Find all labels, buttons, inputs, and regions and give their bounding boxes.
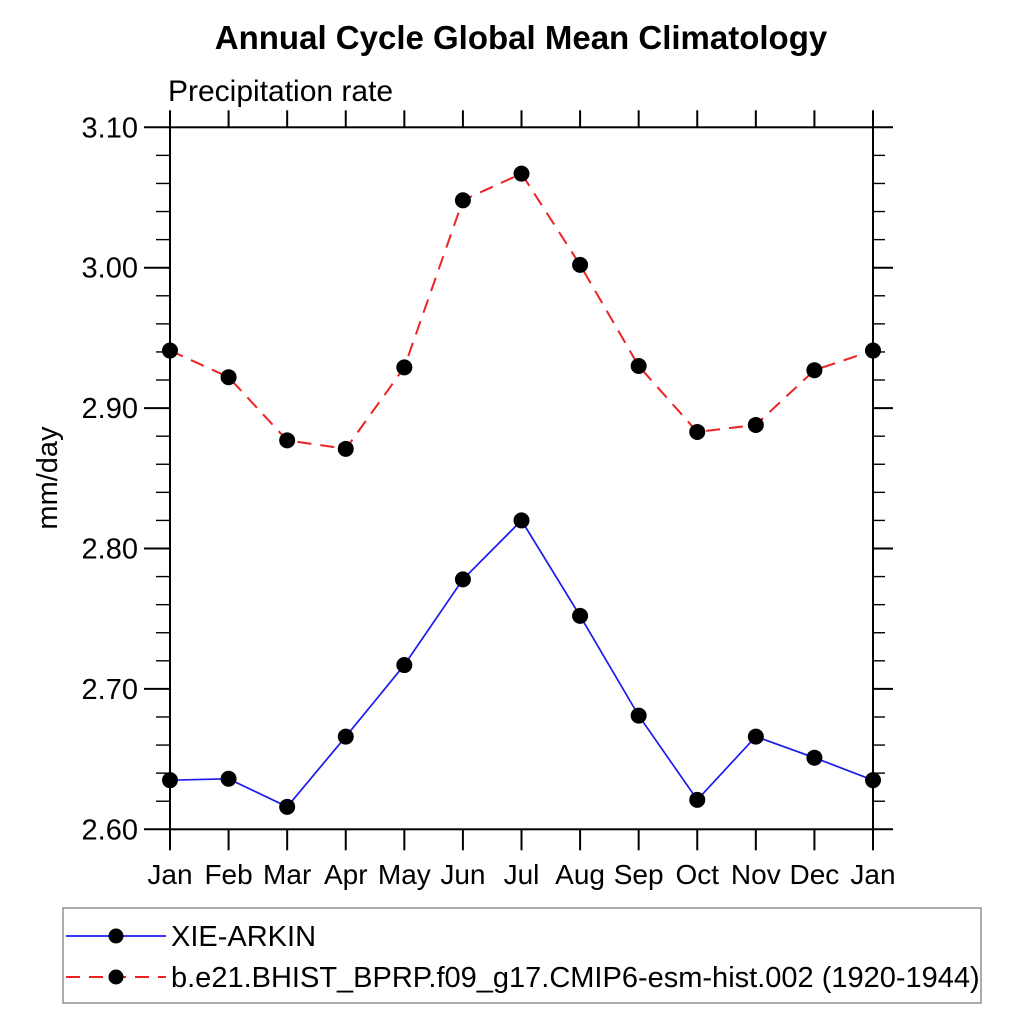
data-point-marker (513, 512, 530, 529)
data-point-marker (806, 362, 823, 379)
data-point-marker (572, 607, 589, 624)
data-point-marker (513, 165, 530, 182)
x-tick-label: Aug (555, 859, 605, 890)
data-point-marker (806, 749, 823, 766)
legend-box (62, 907, 982, 1004)
legend: XIE-ARKIN b.e21.BHIST_BPRP.f09_g17.CMIP6-… (62, 907, 982, 1004)
x-tick-label: Feb (204, 859, 252, 890)
data-point-marker (630, 357, 647, 374)
data-point-marker (865, 772, 881, 789)
y-tick-label: 2.60 (82, 814, 138, 846)
data-point-marker (396, 359, 413, 376)
data-point-marker (220, 770, 237, 787)
data-point-marker (865, 342, 881, 359)
data-point-marker (630, 707, 647, 724)
x-tick-label: Nov (731, 859, 781, 890)
y-tick-label: 2.90 (82, 393, 138, 425)
plot-area: 2.60 2.70 2.80 2.90 3.00 3.10 Jan Feb Mar Apr May J… (82, 110, 896, 890)
y-tick-label: 2.70 (82, 674, 138, 706)
x-tick-label: Dec (790, 859, 840, 890)
data-point-marker (162, 342, 178, 359)
x-tick-label: Mar (263, 859, 311, 890)
chart-subtitle: Precipitation rate (168, 75, 393, 108)
data-point-marker (396, 657, 413, 674)
legend-label: XIE-ARKIN (171, 921, 316, 953)
x-tick-label: Apr (324, 859, 368, 890)
data-point-marker (162, 772, 178, 789)
data-point-marker (747, 728, 764, 745)
x-tick-label: Jun (440, 859, 485, 890)
data-point-marker (454, 192, 471, 209)
data-point-marker (689, 791, 706, 808)
x-tick-label: Sep (614, 859, 664, 890)
x-tick-label: May (378, 859, 431, 890)
plot-frame (169, 126, 874, 831)
data-point-marker (337, 728, 354, 745)
data-point-marker (337, 440, 354, 457)
data-point-marker (279, 798, 296, 815)
y-tick-label: 3.10 (82, 112, 138, 144)
y-axis-label: mm/day (32, 426, 64, 530)
data-point-marker (747, 416, 764, 433)
data-point-marker (279, 432, 296, 449)
data-point-marker (220, 369, 237, 386)
data-point-marker (689, 423, 706, 440)
y-tick-label: 3.00 (82, 253, 138, 285)
data-point-marker (572, 256, 589, 273)
chart-title: Annual Cycle Global Mean Climatology (215, 19, 828, 56)
x-tick-label: Jan (147, 859, 192, 890)
legend-label: b.e21.BHIST_BPRP.f09_g17.CMIP6-esm-hist.… (171, 962, 980, 994)
series-line-0 (169, 519, 874, 808)
legend-marker (108, 928, 124, 944)
series-line-1 (169, 172, 874, 450)
y-tick-label: 2.80 (82, 534, 138, 566)
data-point-marker (454, 571, 471, 588)
x-tick-label: Jan (850, 859, 895, 890)
x-tick-label: Oct (675, 859, 719, 890)
x-tick-label: Jul (504, 859, 540, 890)
legend-marker (108, 969, 124, 985)
